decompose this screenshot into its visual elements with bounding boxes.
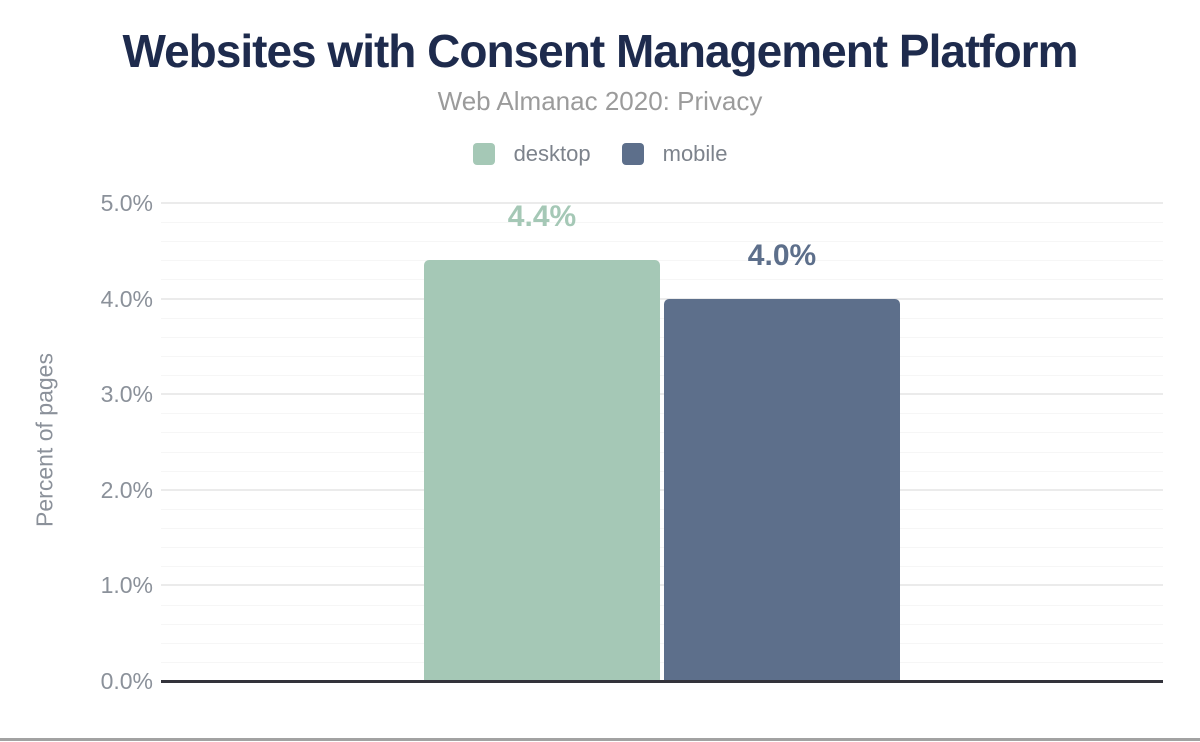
legend-label-mobile: mobile <box>662 141 728 166</box>
gridline-major <box>161 584 1163 587</box>
gridline-major <box>161 202 1163 204</box>
gridline-minor <box>161 451 1163 453</box>
gridline-minor <box>161 222 1163 224</box>
gridline-major <box>161 393 1163 396</box>
gridline-major <box>161 488 1163 491</box>
gridline-minor <box>161 375 1163 377</box>
legend-swatch-desktop <box>472 143 495 165</box>
legend: desktop mobile <box>0 141 1200 167</box>
bar-mobile <box>664 298 900 681</box>
gridline-minor <box>161 336 1163 338</box>
y-tick-label: 2.0% <box>100 476 153 503</box>
gridline-minor <box>161 317 1163 319</box>
gridline-minor <box>161 661 1163 663</box>
gridline-minor <box>161 642 1163 644</box>
bar-value-desktop: 4.4% <box>507 200 577 234</box>
gridline-minor <box>161 528 1163 530</box>
gridline-minor <box>161 508 1163 510</box>
gridline-minor <box>161 604 1163 606</box>
gridline-minor <box>161 413 1163 415</box>
chart-title: Websites with Consent Management Platfor… <box>122 25 1079 77</box>
x-axis-line <box>161 680 1163 683</box>
plot-area: 4.4% 4.0% <box>161 200 1163 683</box>
gridline-minor <box>161 241 1163 243</box>
bar-desktop <box>424 260 660 681</box>
legend-item-desktop: desktop <box>472 141 591 167</box>
gridline-minor <box>161 432 1163 434</box>
chart-subtitle: Web Almanac 2020: Privacy <box>437 86 763 116</box>
bar-value-mobile: 4.0% <box>747 238 817 272</box>
bottom-divider <box>0 738 1200 741</box>
gridline-minor <box>161 260 1163 262</box>
gridline-minor <box>161 623 1163 625</box>
gridline-minor <box>161 355 1163 357</box>
gridline-minor <box>161 566 1163 568</box>
y-tick-label: 4.0% <box>100 285 153 312</box>
legend-item-mobile: mobile <box>621 141 728 167</box>
gridline-minor <box>161 547 1163 549</box>
y-tick-label: 3.0% <box>100 381 153 408</box>
gridline-minor <box>161 279 1163 281</box>
gridline-minor <box>161 470 1163 472</box>
y-tick-label: 1.0% <box>100 572 153 599</box>
legend-label-desktop: desktop <box>513 141 591 166</box>
y-tick-label: 5.0% <box>100 190 153 216</box>
y-tick-label: 0.0% <box>100 668 153 694</box>
y-axis-tick-labels: 0.0% 1.0% 2.0% 3.0% 4.0% 5.0% <box>0 0 153 742</box>
legend-swatch-mobile <box>621 143 644 165</box>
gridline-major <box>161 297 1163 300</box>
